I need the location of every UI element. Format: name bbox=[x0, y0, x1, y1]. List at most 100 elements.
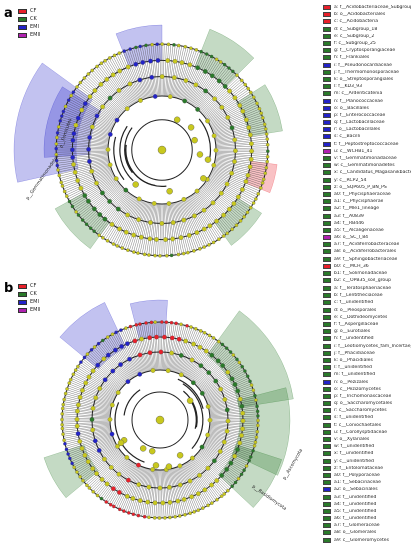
tree-branch bbox=[100, 459, 130, 499]
group-legend: CF CK EMI EMII bbox=[18, 283, 40, 315]
legend-label: a5: f__Alcaligenaceae bbox=[334, 227, 384, 233]
tree-branch bbox=[195, 192, 228, 234]
tree-node bbox=[236, 476, 241, 481]
tree-branch bbox=[194, 65, 227, 108]
tree-branch bbox=[159, 203, 162, 256]
tree-branch bbox=[64, 430, 112, 441]
tree-node bbox=[246, 125, 252, 130]
tree-branch bbox=[206, 437, 252, 455]
tree-node bbox=[136, 196, 142, 202]
tree-branch bbox=[178, 328, 197, 374]
tree-node bbox=[211, 336, 216, 340]
tree-node bbox=[83, 380, 89, 386]
tree-branch bbox=[70, 96, 116, 124]
tree-node bbox=[138, 234, 144, 240]
tree-branch bbox=[207, 435, 254, 451]
tree-node bbox=[202, 487, 208, 493]
legend-swatch bbox=[323, 62, 331, 68]
tree-node bbox=[100, 190, 105, 196]
tree-branch bbox=[68, 100, 115, 126]
tree-node bbox=[172, 75, 177, 80]
tree-branch bbox=[176, 327, 193, 373]
tree-node bbox=[176, 336, 182, 342]
tree-node bbox=[138, 44, 142, 49]
tree-node bbox=[169, 350, 174, 356]
tree-branch bbox=[137, 468, 149, 516]
tree-branch bbox=[174, 467, 189, 514]
tree-node bbox=[169, 335, 175, 341]
tree-branch bbox=[180, 330, 201, 375]
legend-swatch bbox=[323, 33, 331, 39]
tree-branch bbox=[57, 157, 109, 166]
tree-node bbox=[188, 511, 192, 515]
tree-node bbox=[89, 348, 94, 352]
tree-branch bbox=[108, 58, 136, 104]
tree-branch bbox=[114, 55, 139, 102]
legend-swatch bbox=[323, 458, 331, 464]
tree-branch bbox=[143, 323, 152, 371]
tree-node bbox=[205, 432, 211, 438]
tree-node bbox=[107, 417, 113, 422]
tree-node bbox=[90, 68, 94, 73]
tree-node bbox=[85, 459, 91, 465]
tree-branch bbox=[190, 459, 222, 497]
tree-node bbox=[192, 213, 197, 219]
tree-node bbox=[209, 54, 214, 59]
legend-item: a7: f__Acidiferrobacteraceae bbox=[323, 241, 411, 248]
tree-branch bbox=[214, 123, 265, 137]
tree-branch bbox=[193, 347, 226, 383]
tree-branch bbox=[161, 322, 165, 371]
legend-label: a: f__Acidobacteriaceae_Subgroup_1 bbox=[334, 5, 411, 11]
tree-node bbox=[70, 137, 76, 143]
tree-branch bbox=[147, 469, 154, 518]
tree-branch bbox=[165, 203, 169, 256]
tree-node bbox=[225, 369, 231, 375]
tree-node bbox=[182, 98, 188, 104]
tree-node bbox=[110, 72, 116, 78]
tree-node bbox=[126, 248, 130, 252]
tree-branch bbox=[212, 168, 262, 188]
tree-branch bbox=[215, 138, 268, 145]
tree-branch bbox=[168, 469, 177, 517]
group-swatch bbox=[18, 284, 27, 289]
legend-item: u: c__WCHB1_41 bbox=[323, 148, 411, 155]
tree-node bbox=[237, 103, 243, 108]
tree-branch bbox=[99, 64, 131, 107]
tree-node bbox=[165, 463, 173, 470]
tree-node bbox=[197, 473, 202, 478]
tree-node bbox=[195, 65, 201, 71]
legend-swatch bbox=[323, 5, 331, 11]
group-legend-item: CK bbox=[18, 16, 40, 23]
tree-branch bbox=[207, 436, 253, 453]
group-legend-item: CK bbox=[18, 291, 40, 298]
tree-node bbox=[67, 381, 71, 385]
tree-branch bbox=[71, 441, 115, 462]
legend-item: a1: f__Sebacinaceae bbox=[323, 479, 411, 486]
tree-node bbox=[105, 335, 110, 339]
tree-branch bbox=[209, 428, 257, 437]
tree-branch bbox=[198, 451, 236, 483]
tree-branch bbox=[62, 417, 111, 420]
tree-node bbox=[124, 326, 128, 330]
tree-node bbox=[74, 423, 80, 429]
tree-branch bbox=[66, 434, 113, 449]
legend-label: a3: f__A0839 bbox=[334, 213, 364, 219]
tree-node bbox=[64, 447, 69, 452]
tree-node bbox=[266, 149, 270, 153]
tree-branch bbox=[211, 106, 259, 129]
tree-node bbox=[105, 147, 111, 152]
tree-node bbox=[214, 478, 220, 483]
tree-branch bbox=[188, 58, 216, 104]
tree-node bbox=[221, 234, 226, 238]
tree-node bbox=[92, 438, 98, 444]
tree-node bbox=[252, 95, 256, 100]
tree-node bbox=[117, 68, 123, 74]
tree-branch bbox=[165, 469, 171, 518]
tree-branch bbox=[199, 74, 237, 112]
tree-node bbox=[222, 492, 226, 496]
tree-branch bbox=[157, 203, 160, 256]
tree-branch bbox=[76, 181, 119, 213]
tree-branch bbox=[75, 370, 117, 396]
tree-branch bbox=[84, 186, 123, 223]
tree-branch bbox=[183, 390, 198, 428]
